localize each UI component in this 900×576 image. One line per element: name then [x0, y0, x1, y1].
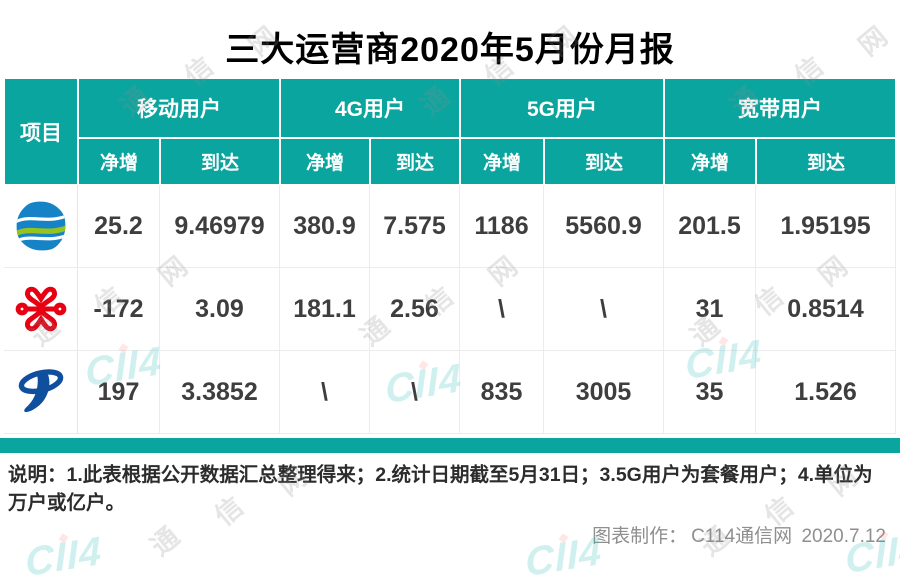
subheader-5g-net: 净增	[460, 138, 544, 185]
cell-telecom-4g-total: \	[370, 351, 460, 434]
cell-telecom-bb-net: 35	[664, 351, 756, 434]
cell-telecom-5g-net: 835	[460, 351, 544, 434]
data-table: 项目 移动用户 4G用户 5G用户 宽带用户 净增 到达 净增 到达 净增 到达…	[4, 78, 896, 434]
subheader-4g-total: 到达	[370, 138, 460, 185]
cell-unicom-4g-total: 2.56	[370, 268, 460, 351]
column-group-4g: 4G用户	[280, 78, 460, 138]
cell-mobile-bb-net: 201.5	[664, 185, 756, 268]
page-title: 三大运营商2020年5月份月报	[225, 30, 675, 69]
cell-mobile-bb-total: 1.95195	[756, 185, 896, 268]
credit-site: C114通信网	[691, 526, 793, 548]
cell-mobile-5g-total: 5560.9	[544, 185, 664, 268]
cell-unicom-bb-total: 0.8514	[756, 268, 896, 351]
cell-telecom-total: 3.3852	[160, 351, 280, 434]
subheader-5g-total: 到达	[544, 138, 664, 185]
cell-mobile-4g-total: 7.575	[370, 185, 460, 268]
cell-mobile-5g-net: 1186	[460, 185, 544, 268]
column-group-5g: 5G用户	[460, 78, 664, 138]
china-unicom-icon	[15, 286, 66, 332]
credit-label: 图表制作：	[592, 526, 688, 548]
cell-unicom-5g-total: \	[544, 268, 664, 351]
column-group-broadband: 宽带用户	[664, 78, 896, 138]
column-header-item: 项目	[4, 78, 78, 185]
subheader-mobile-net: 净增	[78, 138, 160, 185]
cell-telecom-bb-total: 1.526	[756, 351, 896, 434]
column-group-mobile: 移动用户	[78, 78, 280, 138]
china-mobile-icon	[16, 201, 65, 251]
subheader-broadband-total: 到达	[756, 138, 896, 185]
china-mobile-logo	[4, 185, 78, 268]
china-telecom-logo	[4, 351, 78, 434]
cell-unicom-4g-net: 181.1	[280, 268, 370, 351]
cell-telecom-5g-total: 3005	[544, 351, 664, 434]
cell-unicom-bb-net: 31	[664, 268, 756, 351]
cell-telecom-4g-net: \	[280, 351, 370, 434]
credit-date: 2020.7.12	[801, 526, 886, 548]
notes-text: 说明：1.此表根据公开数据汇总整理得来；2.统计日期截至5月31日；3.5G用户…	[8, 464, 873, 514]
china-telecom-icon	[18, 369, 63, 413]
cell-mobile-total: 9.46979	[160, 185, 280, 268]
subheader-broadband-net: 净增	[664, 138, 756, 185]
cell-unicom-total: 3.09	[160, 268, 280, 351]
cell-mobile-net: 25.2	[78, 185, 160, 268]
cell-unicom-5g-net: \	[460, 268, 544, 351]
subheader-mobile-total: 到达	[160, 138, 280, 185]
subheader-4g-net: 净增	[280, 138, 370, 185]
bottom-accent-bar	[0, 438, 900, 453]
cell-mobile-4g-net: 380.9	[280, 185, 370, 268]
credit-line: 图表制作： C114通信网 2020.7.12	[0, 521, 900, 548]
cell-unicom-net: -172	[78, 268, 160, 351]
china-unicom-logo	[4, 268, 78, 351]
cell-telecom-net: 197	[78, 351, 160, 434]
